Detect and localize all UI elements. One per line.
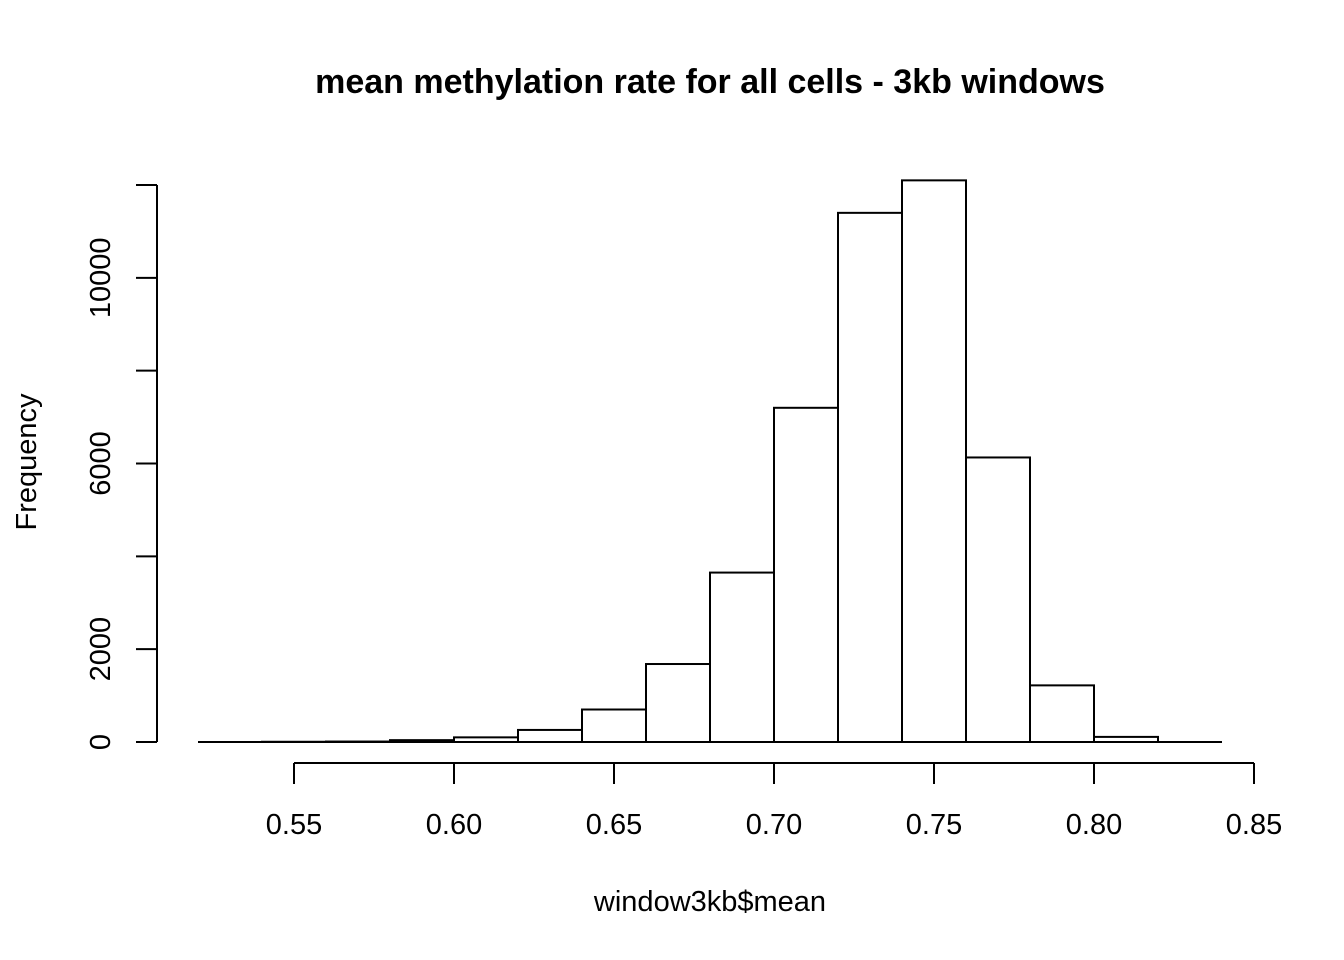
chart-title: mean methylation rate for all cells - 3k… — [315, 63, 1105, 101]
y-axis: 0 2000 6000 10000 — [85, 184, 158, 750]
histogram-bar — [581, 708, 647, 744]
x-tick-label: 0.70 — [746, 809, 802, 841]
x-tick-label: 0.85 — [1226, 809, 1282, 841]
x-tick-label: 0.75 — [906, 809, 962, 841]
y-tick-label: 10000 — [85, 238, 117, 319]
histogram-bars — [261, 179, 1159, 744]
x-tick-label: 0.60 — [426, 809, 482, 841]
histogram-bar — [773, 406, 839, 743]
histogram-bar — [965, 456, 1031, 743]
y-axis-label: Frequency — [11, 393, 43, 531]
y-tick-label: 6000 — [85, 431, 117, 496]
x-axis-label: window3kb$mean — [593, 886, 826, 918]
x-axis: 0.55 0.60 0.65 0.70 0.75 0.80 0.85 — [266, 762, 1282, 841]
histogram-bar — [1029, 684, 1095, 743]
histogram-bar — [837, 211, 903, 744]
histogram-bar — [709, 571, 775, 743]
x-tick-label: 0.65 — [586, 809, 642, 841]
y-tick-label: 0 — [85, 734, 117, 750]
x-tick-label: 0.80 — [1066, 809, 1122, 841]
histogram-bar — [645, 663, 711, 744]
x-tick-label: 0.55 — [266, 809, 322, 841]
histogram-bar — [517, 728, 583, 743]
histogram-bar — [901, 179, 967, 743]
y-tick-label: 2000 — [85, 617, 117, 682]
